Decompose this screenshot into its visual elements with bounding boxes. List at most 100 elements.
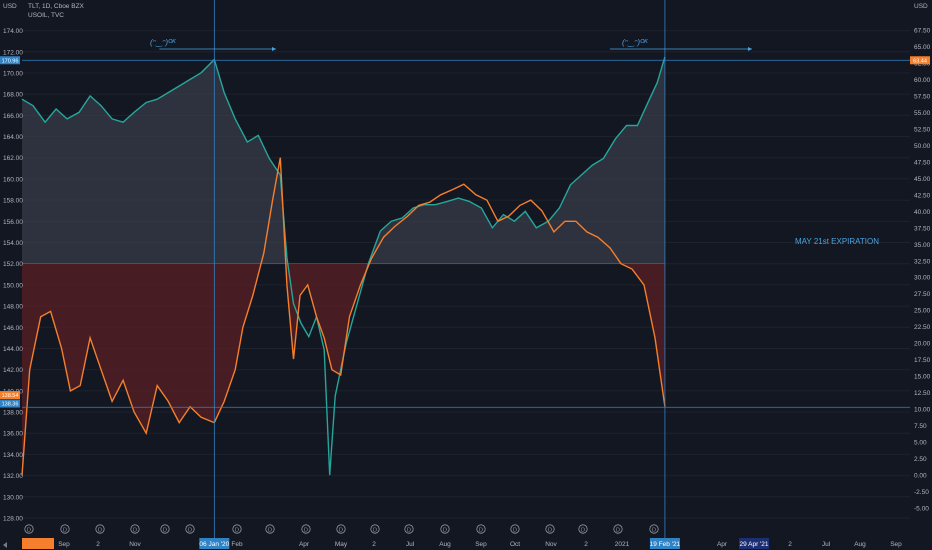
left-tick-label: 166.00	[3, 113, 23, 120]
dividend-marker-label: D	[513, 528, 517, 534]
time-tick-label: 2	[372, 541, 376, 548]
tlt-line	[21, 157, 666, 476]
right-tick-label: 2.50	[914, 456, 927, 463]
date-badge-start	[22, 538, 54, 549]
left-tick-label: 162.00	[3, 155, 23, 162]
dividend-marker-label: D	[133, 528, 137, 534]
left-tick-label: 158.00	[3, 198, 23, 205]
dividend-marker[interactable]	[95, 524, 105, 534]
usoil-line	[21, 56, 666, 476]
dividend-marker-label: D	[373, 528, 377, 534]
dividend-marker-label: D	[268, 528, 272, 534]
dividend-marker[interactable]	[545, 524, 555, 534]
date-badge-mid-box	[649, 538, 680, 549]
dividend-marker[interactable]	[301, 524, 311, 534]
dividend-marker[interactable]	[336, 524, 346, 534]
right-tick-label: 15.00	[914, 374, 931, 381]
legend-usoil[interactable]: USOIL, TVC	[28, 12, 64, 19]
usoil-upper-shade	[22, 56, 665, 264]
dividend-marker-label: D	[548, 528, 552, 534]
date-badge-left: 06 Jan '20	[199, 541, 229, 548]
left-tick-label: 136.00	[3, 431, 23, 438]
left-tick-label: 156.00	[3, 219, 23, 226]
dividend-marker[interactable]	[440, 524, 450, 534]
tlt-top-badge-box	[0, 56, 20, 65]
dividend-marker-label: D	[443, 528, 447, 534]
dividend-marker[interactable]	[232, 524, 242, 534]
dividend-marker[interactable]	[613, 524, 623, 534]
right-tick-label: 30.00	[914, 275, 931, 282]
dividend-marker[interactable]	[185, 524, 195, 534]
dividend-marker-label: D	[652, 528, 656, 534]
dividend-marker-label: D	[63, 528, 67, 534]
time-tick-label: Apr	[299, 541, 310, 548]
dividend-marker[interactable]	[370, 524, 380, 534]
dividend-marker[interactable]	[130, 524, 140, 534]
right-tick-label: 12.50	[914, 390, 931, 397]
time-tick-label: 2	[788, 541, 792, 548]
time-tick-label: Sep	[475, 541, 487, 548]
date-badge-right: 29 Apr '21	[739, 541, 768, 548]
left-tick-label: 134.00	[3, 452, 23, 459]
left-tick-label: 142.00	[3, 367, 23, 374]
right-tick-label: -5.00	[914, 506, 929, 513]
right-tick-label: 22.50	[914, 324, 931, 331]
dividend-marker[interactable]	[510, 524, 520, 534]
time-tick-label: Sep	[890, 541, 902, 548]
series-lines	[21, 56, 666, 476]
annotations: (ᵔ‿ᵔ)ᴼᴷ (ᵔ‿ᵔ)ᴼᴷ MAY 21st EXPIRATION	[150, 38, 879, 246]
right-tick-label: 55.00	[914, 110, 931, 117]
left-tick-label: 168.00	[3, 92, 23, 99]
right-tick-label: 47.50	[914, 159, 931, 166]
right-tick-label: 10.00	[914, 407, 931, 414]
dividend-marker[interactable]	[476, 524, 486, 534]
right-tick-label: 7.50	[914, 423, 927, 430]
right-axis: -5.00 -2.50 0.00 2.50 5.00 7.50 10.00 12.50 15.0…	[914, 27, 931, 512]
time-tick-label: 2	[96, 541, 100, 548]
dividend-marker[interactable]	[649, 524, 659, 534]
right-tick-label: 52.50	[914, 126, 931, 133]
dividend-marker-label: D	[98, 528, 102, 534]
time-tick-label: Sep	[58, 541, 70, 548]
chart-legend: USD USD TLT, 1D, Cboe BZX USOIL, TVC	[3, 3, 928, 19]
right-tick-label: 67.50	[914, 27, 931, 34]
left-tick-label: 138.00	[3, 410, 23, 417]
dividend-marker-label: D	[235, 528, 239, 534]
right-tick-label: 37.50	[914, 225, 931, 232]
dividend-marker[interactable]	[404, 524, 414, 534]
dividend-marker[interactable]	[578, 524, 588, 534]
usoil-bottom-badge-box	[0, 399, 20, 408]
left-axis: 128.00130.00132.00134.00136.00138.00140.…	[3, 28, 23, 522]
spread-shading	[22, 56, 665, 476]
right-tick-label: 42.50	[914, 192, 931, 199]
left-tick-label: 146.00	[3, 325, 23, 332]
dividend-marker[interactable]	[160, 524, 170, 534]
left-tick-label: 130.00	[3, 494, 23, 501]
time-tick-label: Nov	[129, 541, 141, 548]
right-tick-label: 65.00	[914, 44, 931, 51]
scroll-left-icon[interactable]	[3, 542, 7, 548]
dividend-marker-label: D	[581, 528, 585, 534]
time-tick-label: 2	[584, 541, 588, 548]
legend-tlt[interactable]: TLT, 1D, Cboe BZX	[28, 3, 85, 10]
left-tick-label: 164.00	[3, 134, 23, 141]
tlt-top-badge: 170.96	[2, 58, 19, 64]
dividend-marker[interactable]	[60, 524, 70, 534]
dividend-marker-label: D	[163, 528, 167, 534]
right-tick-label: 45.00	[914, 176, 931, 183]
usoil-top-badge: 63.44	[913, 58, 927, 64]
dividend-marker[interactable]	[265, 524, 275, 534]
time-tick-label: Apr	[717, 541, 728, 548]
right-tick-label: -2.50	[914, 489, 929, 496]
left-unit-label: USD	[3, 3, 17, 10]
crosshair-lines	[22, 0, 910, 540]
tlt-bottom-badge-box	[0, 391, 20, 400]
time-tick-label: Aug	[854, 541, 866, 548]
left-tick-label: 148.00	[3, 304, 23, 311]
right-tick-label: 20.00	[914, 341, 931, 348]
arrow-head	[748, 47, 752, 51]
time-tick-label: May	[335, 541, 348, 548]
dividend-marker[interactable]	[24, 524, 34, 534]
usoil-bottom-badge: 138.36	[2, 402, 19, 408]
right-tick-label: 60.00	[914, 77, 931, 84]
